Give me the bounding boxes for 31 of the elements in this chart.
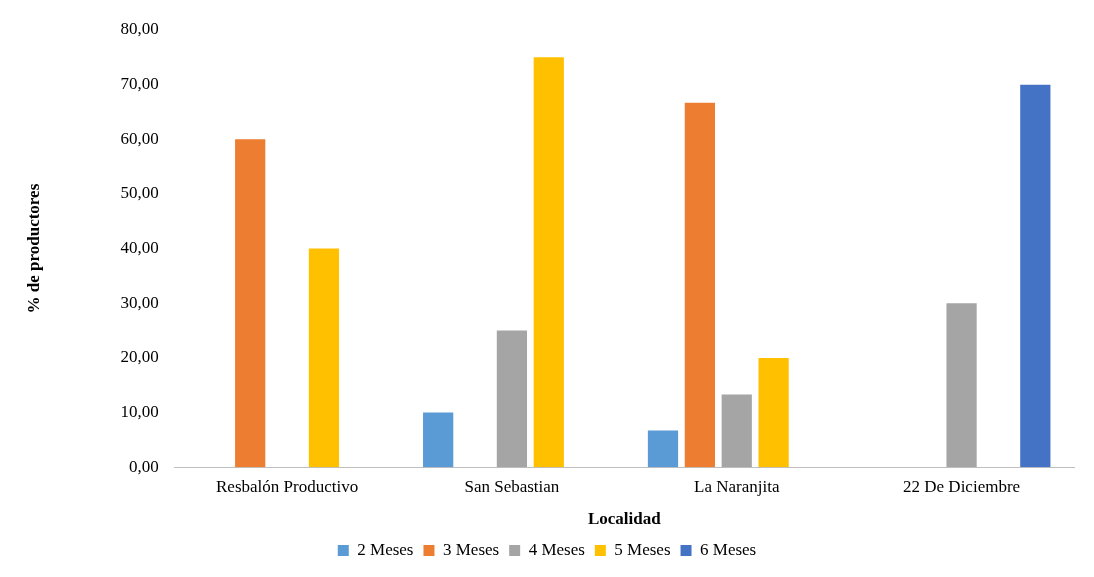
x-tick-label: La Naranjita	[694, 476, 780, 496]
bar	[235, 139, 266, 468]
bar	[758, 357, 789, 468]
y-tick-label: 10,00	[120, 402, 159, 422]
legend-label: 5 Meses	[614, 539, 671, 559]
bar	[647, 430, 679, 468]
y-tick-label: 80,00	[120, 19, 159, 39]
bar	[308, 248, 340, 468]
bar	[946, 303, 977, 468]
bar	[496, 330, 528, 468]
bar	[1020, 84, 1051, 468]
x-tick-label: Resbalón Productivo	[216, 476, 359, 496]
y-tick-label: 30,00	[120, 292, 159, 312]
y-tick-label: 20,00	[120, 347, 159, 367]
bar	[423, 412, 454, 468]
bar	[684, 102, 715, 468]
y-tick-label: 0,00	[128, 456, 159, 476]
y-tick-label: 70,00	[120, 74, 159, 94]
x-axis-title: Localidad	[587, 509, 662, 529]
legend-label: 4 Meses	[528, 539, 585, 559]
bar	[721, 394, 752, 468]
legend-label: 6 Meses	[700, 539, 757, 559]
y-axis-title: % de productores	[23, 183, 43, 314]
x-tick-label: 22 De Diciembre	[903, 476, 1021, 496]
y-tick-label: 50,00	[120, 183, 159, 203]
bar	[533, 57, 564, 468]
legend-label: 3 Meses	[442, 539, 500, 559]
y-tick-label: 60,00	[120, 128, 159, 148]
y-tick-label: 40,00	[120, 238, 159, 258]
legend-label: 2 Meses	[357, 539, 414, 559]
x-tick-label: San Sebastian	[464, 476, 560, 496]
